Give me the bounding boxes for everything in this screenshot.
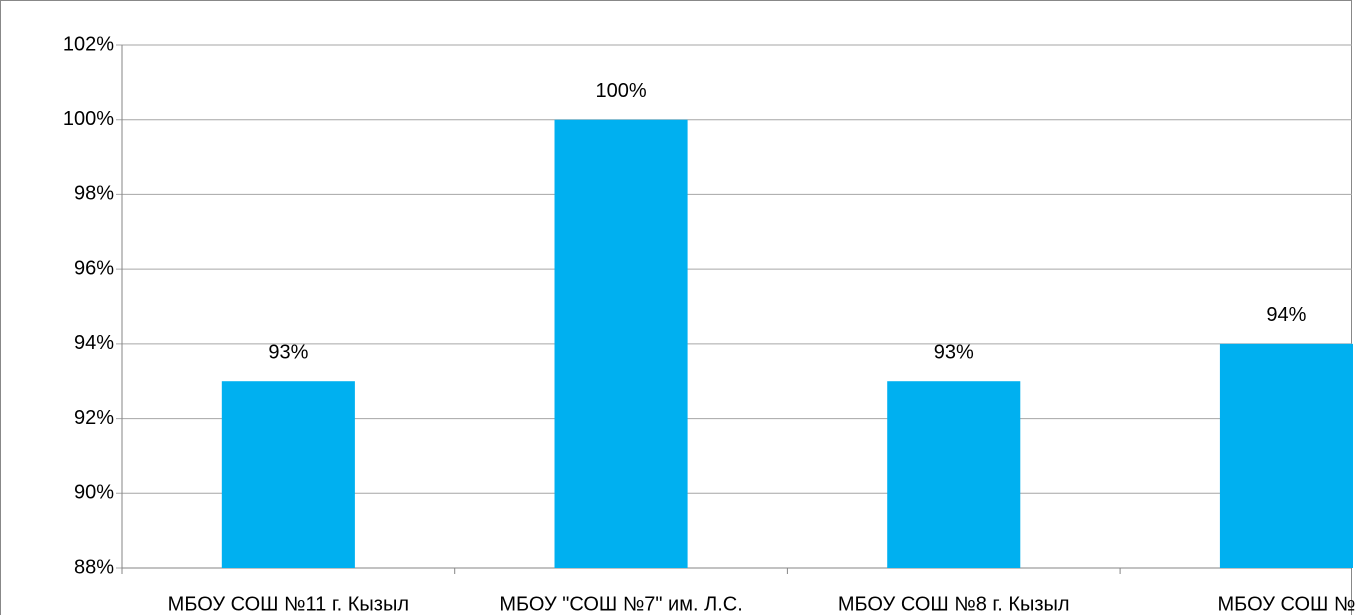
y-tick-label: 94% bbox=[74, 332, 114, 354]
bar bbox=[887, 381, 1021, 568]
bar bbox=[1219, 343, 1353, 568]
y-tick-label: 96% bbox=[74, 257, 114, 279]
y-tick-label: 102% bbox=[63, 33, 114, 55]
y-tick-label: 88% bbox=[74, 556, 114, 578]
y-tick-label: 92% bbox=[74, 407, 114, 429]
bar bbox=[221, 381, 355, 568]
data-label: 93% bbox=[934, 341, 974, 363]
x-tick-label: МБОУ СОШ №8 г. Кызыл bbox=[838, 593, 1070, 615]
x-tick-label: МБОУ СОШ № bbox=[1218, 593, 1356, 615]
x-tick-label: МБОУ "СОШ №7" им. Л.С. bbox=[499, 593, 742, 615]
data-label: 93% bbox=[268, 341, 308, 363]
y-tick-label: 90% bbox=[74, 482, 114, 504]
x-tick-label: МБОУ СОШ №11 г. Кызыл bbox=[168, 593, 409, 615]
data-label: 94% bbox=[1266, 304, 1306, 326]
bar bbox=[554, 119, 688, 568]
y-tick-label: 100% bbox=[63, 108, 114, 130]
data-label: 100% bbox=[595, 80, 646, 102]
y-tick-label: 98% bbox=[74, 183, 114, 205]
